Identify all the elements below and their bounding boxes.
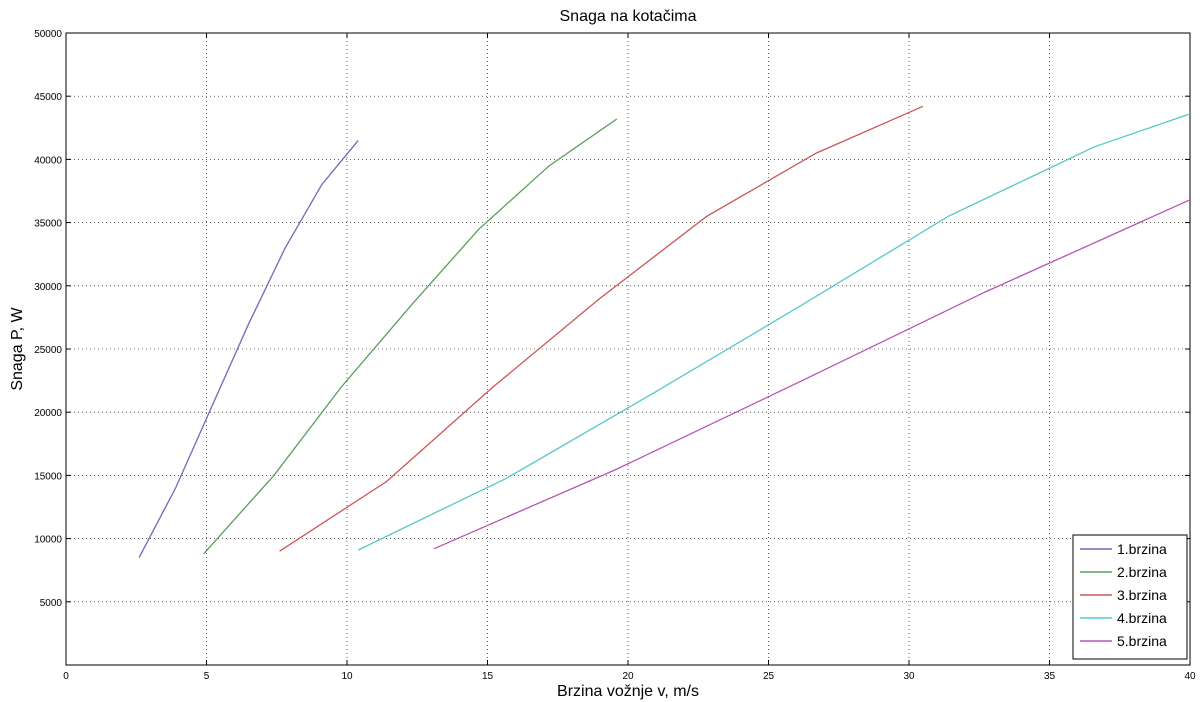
y-axis-label: Snaga P, W	[9, 306, 26, 390]
series-line-4	[357, 113, 1191, 551]
y-tick-label: 5000	[40, 598, 63, 609]
y-tick-label: 50000	[34, 29, 62, 40]
x-tick-label: 0	[63, 671, 69, 682]
x-tick-label: 5	[204, 671, 210, 682]
axis-ticks: 0 5 10 15 20 25 30 35 40 5000 10000 15000 20000 25000…	[34, 29, 1196, 682]
x-tick-label: 30	[903, 671, 915, 682]
series-line-1	[138, 139, 359, 558]
x-tick-label: 35	[1044, 671, 1056, 682]
x-tick-label: 10	[341, 671, 353, 682]
chart-title: Snaga na kotačima	[560, 8, 697, 25]
legend-label-1: 1.brzina	[1117, 541, 1167, 557]
y-tick-label: 45000	[34, 92, 62, 103]
legend: 1.brzina 2.brzina 3.brzina 4.brzina 5.brzina	[1072, 534, 1188, 660]
series-group	[138, 105, 1191, 558]
y-tick-label: 40000	[34, 155, 62, 166]
legend-box	[1072, 534, 1188, 660]
series-line-2	[203, 118, 618, 555]
x-tick-label: 20	[622, 671, 634, 682]
y-tick-label: 30000	[34, 282, 62, 293]
y-tick-label: 25000	[34, 345, 62, 356]
legend-label-5: 5.brzina	[1117, 633, 1167, 649]
x-tick-label: 40	[1184, 671, 1196, 682]
legend-label-3: 3.brzina	[1117, 587, 1167, 603]
legend-label-4: 4.brzina	[1117, 610, 1167, 626]
x-axis-label: Brzina vožnje v, m/s	[557, 683, 699, 700]
y-tick-label: 35000	[34, 219, 62, 230]
y-tick-label: 15000	[34, 471, 62, 482]
y-tick-label: 20000	[34, 408, 62, 419]
grid	[66, 33, 1190, 665]
legend-label-2: 2.brzina	[1117, 564, 1167, 580]
y-tick-label: 10000	[34, 535, 62, 546]
x-tick-label: 25	[763, 671, 775, 682]
series-line-5	[433, 199, 1191, 550]
series-line-3	[279, 105, 924, 552]
x-tick-label: 15	[482, 671, 494, 682]
